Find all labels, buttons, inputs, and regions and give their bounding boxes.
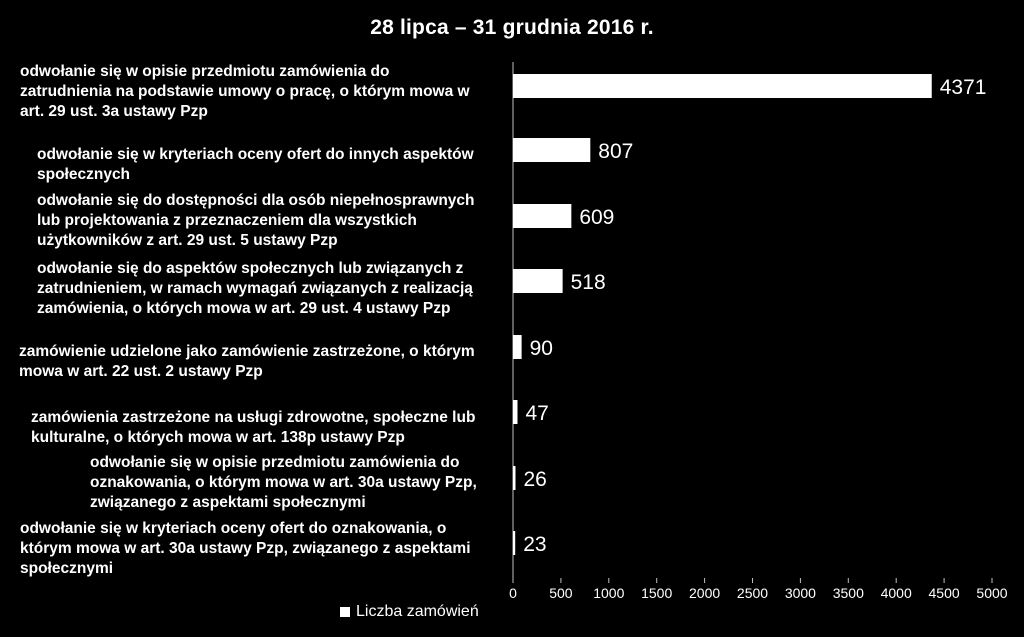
bar (513, 335, 522, 359)
category-label: odwołanie się w kryteriach oceny ofert d… (37, 146, 474, 183)
bar-value-label: 26 (523, 468, 546, 491)
bar-value-label: 518 (571, 271, 606, 294)
x-tick-label: 0 (509, 585, 517, 601)
category-label: odwołanie się w kryteriach oceny ofert d… (20, 520, 471, 577)
category-label: odwołanie się w opisie przedmiotu zamówi… (20, 63, 470, 120)
bar-value-label: 47 (526, 402, 549, 425)
x-tick-label: 4000 (881, 585, 912, 601)
bar (513, 138, 591, 162)
category-label: odwołanie się do aspektów społecznych lu… (37, 260, 473, 317)
x-tick-label: 2500 (737, 585, 768, 601)
chart-title: 28 lipca – 31 grudnia 2016 r. (370, 16, 654, 39)
category-label: zamówienia zastrzeżone na usługi zdrowot… (31, 409, 476, 446)
legend-label: Liczba zamówień (356, 603, 479, 620)
bar (513, 531, 516, 555)
x-tick-label: 1500 (641, 585, 672, 601)
bar-value-label: 807 (598, 140, 633, 163)
category-label: zamówienie udzielone jako zamówienie zas… (19, 343, 475, 380)
bar-value-label: 23 (523, 533, 546, 556)
x-tick-label: 5000 (976, 585, 1007, 601)
x-tick-label: 3500 (833, 585, 864, 601)
bar-value-label: 609 (579, 206, 614, 229)
bar (513, 74, 932, 98)
x-tick-label: 2000 (689, 585, 720, 601)
x-tick-label: 4500 (929, 585, 960, 601)
bar-value-label: 90 (530, 337, 553, 360)
x-tick-label: 3000 (785, 585, 816, 601)
x-tick-label: 1000 (593, 585, 624, 601)
bar (513, 400, 518, 424)
bar-value-label: 4371 (940, 76, 987, 99)
bar (513, 269, 563, 293)
category-label: odwołanie się w opisie przedmiotu zamówi… (90, 454, 477, 511)
x-tick-label: 500 (549, 585, 573, 601)
category-label: odwołanie się do dostępności dla osób ni… (37, 192, 475, 249)
bar (513, 466, 516, 490)
bar (513, 204, 572, 228)
legend-swatch (340, 607, 350, 617)
legend: Liczba zamówień (340, 603, 479, 621)
